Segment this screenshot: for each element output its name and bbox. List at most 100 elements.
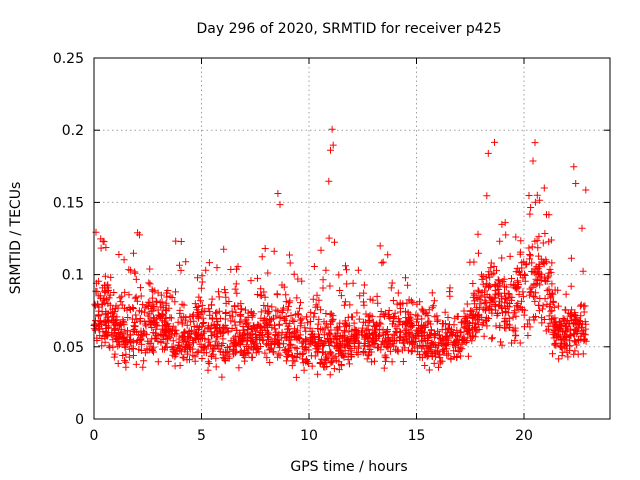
- data-point: [176, 261, 183, 269]
- data-point: [360, 301, 368, 309]
- data-point: [558, 322, 566, 330]
- data-point: [340, 352, 348, 360]
- data-point: [315, 315, 323, 323]
- data-point: [449, 328, 457, 336]
- data-point: [310, 313, 318, 321]
- data-point: [131, 268, 139, 276]
- data-point: [571, 347, 579, 355]
- data-point: [229, 313, 237, 321]
- data-point: [213, 264, 221, 272]
- data-point: [576, 319, 584, 327]
- data-point: [488, 270, 496, 278]
- data-point: [427, 320, 435, 328]
- data-point: [201, 327, 209, 335]
- data-point: [185, 340, 193, 348]
- data-point: [464, 327, 472, 335]
- data-point: [327, 334, 335, 342]
- data-point: [236, 333, 244, 341]
- data-point: [322, 266, 330, 274]
- data-point: [570, 350, 578, 358]
- data-point: [98, 308, 106, 315]
- data-point: [320, 331, 328, 339]
- data-point: [198, 355, 206, 362]
- data-point: [535, 301, 543, 309]
- data-point: [164, 333, 172, 341]
- data-point: [294, 326, 302, 334]
- data-point: [454, 332, 462, 340]
- data-point: [439, 336, 447, 344]
- data-point: [475, 249, 482, 257]
- data-point: [146, 280, 154, 288]
- data-point: [499, 278, 507, 286]
- data-point: [483, 322, 491, 330]
- data-point: [175, 341, 182, 349]
- data-point: [197, 284, 205, 292]
- data-point: [148, 324, 156, 331]
- data-point: [581, 335, 588, 343]
- data-point: [260, 302, 268, 309]
- data-point: [231, 318, 239, 326]
- data-point: [536, 273, 544, 281]
- data-point: [566, 337, 574, 345]
- data-point: [258, 292, 266, 300]
- data-point: [356, 292, 364, 300]
- data-point: [240, 326, 248, 334]
- data-point: [161, 329, 169, 336]
- data-point: [441, 340, 449, 348]
- data-point: [462, 339, 470, 346]
- data-point: [209, 350, 217, 358]
- data-point: [558, 352, 566, 360]
- data-point: [163, 344, 171, 351]
- data-point: [319, 276, 327, 284]
- data-point: [514, 299, 522, 307]
- data-point: [101, 272, 109, 280]
- data-point: [107, 273, 115, 281]
- data-point: [473, 326, 481, 334]
- data-point: [342, 262, 349, 270]
- data-point: [162, 339, 170, 347]
- data-point: [510, 309, 518, 317]
- data-point: [220, 245, 228, 253]
- data-point: [288, 362, 296, 370]
- data-point: [263, 331, 271, 338]
- data-point: [408, 339, 416, 347]
- data-point: [215, 307, 223, 315]
- data-point: [444, 350, 452, 358]
- data-point: [204, 324, 212, 332]
- data-point: [213, 342, 221, 350]
- data-point: [315, 330, 322, 338]
- data-point: [242, 349, 250, 357]
- data-point: [121, 288, 129, 296]
- data-point: [531, 237, 539, 245]
- data-point: [579, 267, 587, 275]
- data-point: [310, 263, 318, 270]
- y-axis-label: SRMTID / TECUs: [8, 182, 24, 295]
- data-point: [550, 327, 558, 334]
- data-point: [100, 318, 108, 326]
- data-point: [266, 359, 274, 366]
- data-point: [142, 322, 150, 330]
- data-point: [191, 353, 199, 361]
- data-point: [110, 329, 118, 337]
- data-point: [331, 238, 338, 246]
- data-point: [369, 296, 377, 304]
- data-point: [395, 320, 403, 328]
- data-point: [486, 283, 494, 290]
- data-point: [360, 335, 368, 343]
- data-point: [335, 366, 343, 374]
- data-point: [333, 344, 341, 352]
- data-point: [377, 320, 385, 328]
- data-point: [355, 315, 363, 323]
- data-point: [519, 288, 527, 296]
- data-point: [365, 350, 373, 358]
- data-point: [276, 313, 284, 321]
- data-point: [479, 280, 487, 288]
- data-point: [379, 311, 387, 319]
- data-point: [169, 346, 177, 354]
- data-point: [195, 331, 203, 339]
- data-point: [303, 356, 310, 363]
- data-point: [188, 328, 195, 336]
- data-point: [531, 139, 539, 147]
- data-point: [179, 353, 187, 361]
- data-point: [423, 309, 431, 317]
